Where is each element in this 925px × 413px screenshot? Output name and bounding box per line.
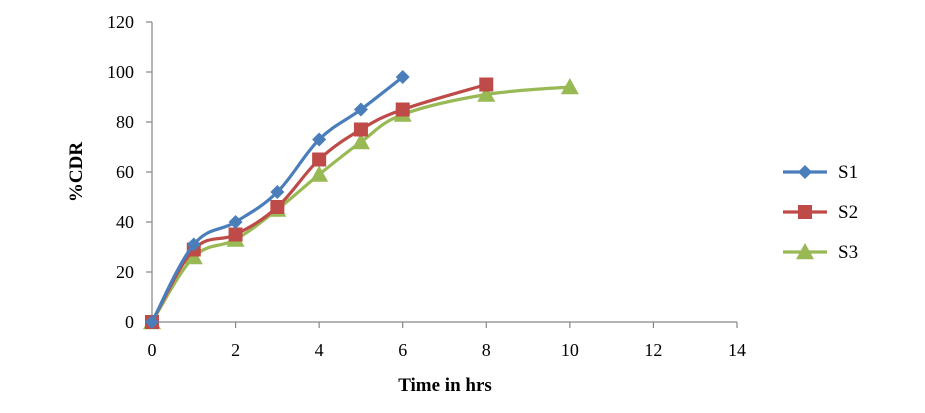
x-axis-title: Time in hrs [398,375,492,396]
legend-label: S1 [838,162,858,183]
x-tick-label: 0 [148,340,157,360]
y-tick-label: 0 [125,312,134,332]
legend-marker [798,205,812,219]
y-tick-label: 100 [107,62,134,82]
y-tick-label: 80 [116,112,134,132]
data-point-s2 [353,122,368,137]
legend: S1 S2 S3 [783,162,858,263]
x-tick-label: 14 [728,340,746,360]
data-point-s1 [353,102,368,117]
data-point-s1 [228,215,243,229]
data-point-s1 [145,315,159,329]
series-line-s2 [150,82,488,324]
data-point-s3 [310,165,329,182]
data-point-s1 [186,237,201,252]
x-tick-label: 6 [398,340,407,360]
legend-marker [796,243,814,260]
legend-item-s1: S1 [783,162,858,183]
data-point-s3 [351,133,370,150]
x-tick-label: 2 [231,340,240,360]
data-point-s3 [477,85,496,102]
data-point-s2 [270,200,285,214]
series-line-s1 [150,75,405,324]
x-tick-label: 12 [644,340,662,360]
data-point-s2 [228,227,243,242]
x-tick-label: 4 [315,340,324,360]
legend-item-s3: S3 [783,242,858,263]
data-point-s1 [395,70,410,84]
series-layer [143,70,579,330]
x-tick-label: 8 [482,340,491,360]
y-tick-label: 20 [116,262,134,282]
series-line-s3 [150,85,572,324]
legend-marker [798,165,812,179]
legend-label: S2 [838,202,858,223]
y-axis-title: %CDR [66,142,87,202]
y-tick-label: 40 [116,212,134,232]
y-tick-label: 120 [107,12,134,32]
legend-label: S3 [838,242,858,263]
data-point-s3 [560,78,579,95]
series-s2 [145,77,494,329]
data-point-s1 [270,185,285,199]
data-point-s2 [479,77,494,92]
axes: 0 20 40 60 80 100 120 0 2 4 6 8 10 12 14 [107,12,746,360]
data-point-s1 [312,132,327,147]
y-tick-label: 60 [116,162,134,182]
legend-item-s2: S2 [783,202,858,223]
series-s1 [145,70,410,329]
x-tick-label: 10 [561,340,579,360]
data-point-s2 [395,102,410,117]
data-point-s2 [312,152,327,167]
